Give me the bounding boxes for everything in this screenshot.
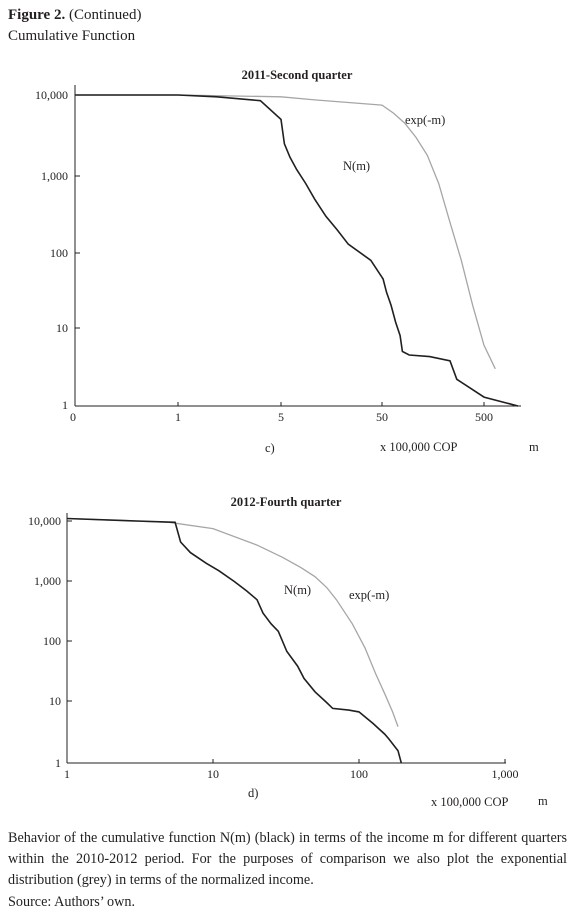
chart-2-series-n bbox=[66, 517, 403, 764]
chart-1-x-tick-label: 50 bbox=[376, 410, 388, 424]
chart-2-y-tick-label: 1,000 bbox=[34, 574, 61, 588]
chart-2-x-tick-label: 10 bbox=[207, 767, 219, 781]
chart-1-series-n bbox=[75, 94, 519, 407]
figure-source: Source: Authors’ own. bbox=[8, 894, 136, 910]
chart-1-y-tick-label: 10 bbox=[56, 321, 68, 335]
chart-2-x-tick-label: 1,000 bbox=[492, 767, 519, 781]
chart-2-label-exp: exp(-m) bbox=[349, 588, 389, 602]
chart-1: 2011-Second quarter 10,000 1,000 100 10 … bbox=[35, 68, 539, 455]
chart-2-x-var: m bbox=[538, 794, 548, 808]
chart-1-x-tick-label: 500 bbox=[475, 410, 493, 424]
chart-1-title: 2011-Second quarter bbox=[242, 68, 353, 82]
chart-1-y-tick-label: 1 bbox=[62, 398, 68, 412]
chart-1-y-tick-label: 10,000 bbox=[35, 88, 68, 102]
chart-1-panel-label: c) bbox=[265, 441, 275, 455]
chart-2-x-tick-label: 1 bbox=[64, 767, 70, 781]
chart-1-label-n: N(m) bbox=[343, 159, 370, 173]
chart-1-x-ticks: 0 1 5 50 500 bbox=[70, 402, 493, 424]
chart-1-x-tick-label: 0 bbox=[70, 410, 76, 424]
figure-caption: Behavior of the cumulative function N(m)… bbox=[8, 830, 567, 888]
chart-1-x-tick-label: 1 bbox=[175, 410, 181, 424]
chart-2-y-tick-label: 100 bbox=[43, 634, 61, 648]
figure-label: Figure 2. bbox=[8, 7, 66, 23]
chart-2-x-ticks: 1 10 100 1,000 bbox=[64, 759, 519, 781]
chart-2-y-tick-label: 10,000 bbox=[28, 514, 61, 528]
chart-1-y-tick-label: 100 bbox=[50, 246, 68, 260]
chart-1-y-ticks: 10,000 1,000 100 10 1 bbox=[35, 88, 80, 412]
chart-2: 2012-Fourth quarter 10,000 1,000 100 10 … bbox=[28, 495, 548, 809]
chart-1-x-var: m bbox=[529, 440, 539, 454]
chart-2-y-tick-label: 10 bbox=[49, 694, 61, 708]
figure-subtitle: Cumulative Function bbox=[8, 28, 136, 44]
figure-heading: Figure 2. (Continued) bbox=[8, 6, 141, 25]
chart-2-panel-label: d) bbox=[248, 786, 258, 800]
chart-2-series-exp bbox=[66, 517, 399, 727]
chart-2-title: 2012-Fourth quarter bbox=[231, 495, 342, 509]
chart-1-label-exp: exp(-m) bbox=[405, 113, 445, 127]
chart-2-y-ticks: 10,000 1,000 100 10 1 bbox=[28, 514, 72, 770]
chart-2-x-unit: x 100,000 COP bbox=[431, 795, 508, 809]
chart-2-label-n: N(m) bbox=[284, 583, 311, 597]
figure-continued: (Continued) bbox=[68, 7, 142, 23]
chart-2-x-tick-label: 100 bbox=[350, 767, 368, 781]
chart-1-series-exp bbox=[75, 94, 496, 370]
chart-1-x-unit: x 100,000 COP bbox=[380, 440, 457, 454]
chart-2-y-tick-label: 1 bbox=[55, 756, 61, 770]
chart-1-x-tick-label: 5 bbox=[278, 410, 284, 424]
chart-1-y-tick-label: 1,000 bbox=[41, 169, 68, 183]
